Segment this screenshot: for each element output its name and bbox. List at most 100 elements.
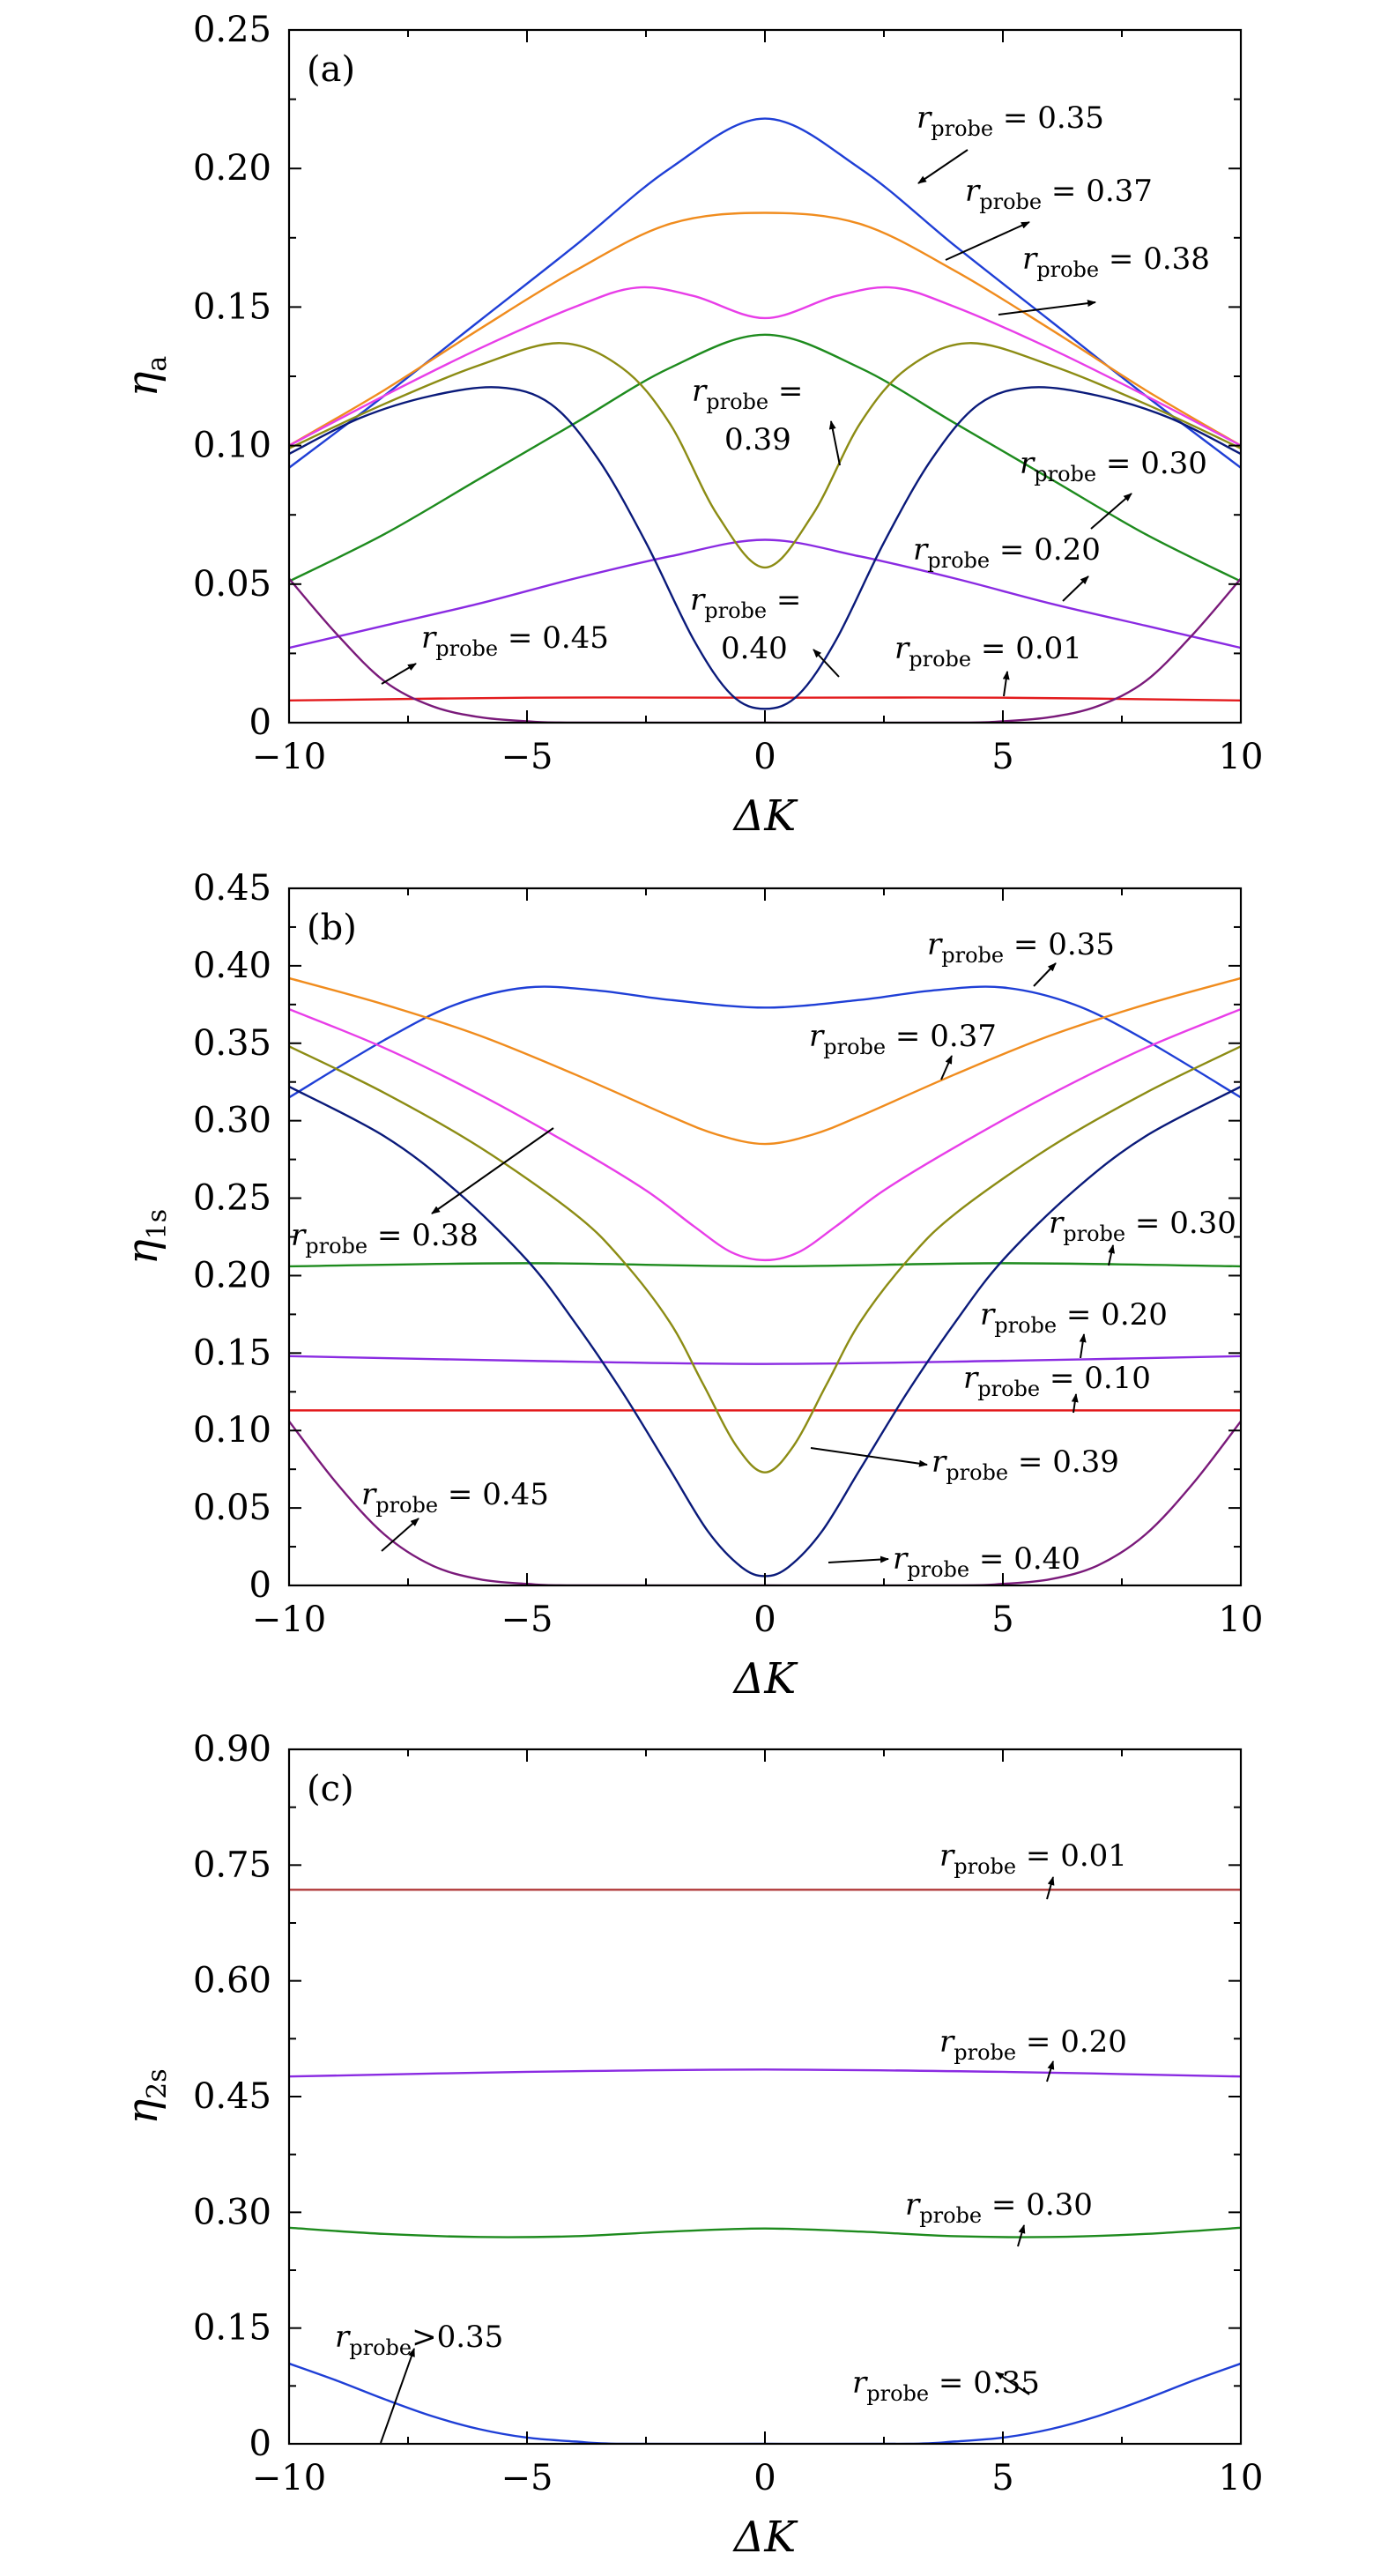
annotation-subscript: probe <box>706 390 768 414</box>
annotation-symbol: r <box>1022 241 1038 277</box>
annotation: rprobe = 0.38 <box>291 1127 554 1258</box>
annotation-value: = 0.20 <box>1057 1297 1168 1333</box>
annotation-label: rprobe = 0.40 <box>893 1541 1080 1582</box>
annotation-label: rprobe = 0.20 <box>913 532 1101 573</box>
y-tick-label: 0.75 <box>193 1845 271 1885</box>
annotation-symbol: r <box>932 1444 947 1480</box>
x-axis-title: ΔK <box>732 1654 799 1704</box>
y-tick-label: 0.30 <box>193 2192 271 2232</box>
annotation-arrow <box>1046 1876 1055 1900</box>
annotation-arrow <box>1071 1393 1079 1414</box>
series-line-r0-01 <box>289 696 1241 702</box>
annotation-subscript: probe <box>954 1854 1016 1879</box>
y-tick-label: 0.20 <box>193 148 271 189</box>
y-tick-label: 0.15 <box>193 2308 271 2349</box>
x-tick-label: 10 <box>1219 2458 1264 2498</box>
annotation-symbol: r <box>939 1838 955 1874</box>
y-tick-label: 0.45 <box>193 2076 271 2117</box>
x-tick-label: −5 <box>501 2458 553 2498</box>
y-tick-label: 0 <box>249 2424 271 2464</box>
panel-label: (c) <box>307 1769 354 1809</box>
annotation-arrow <box>813 649 840 678</box>
y-tick-label: 0.15 <box>193 286 271 327</box>
annotation-symbol: r <box>894 631 910 666</box>
annotation: rprobe = 0.35 <box>927 927 1115 987</box>
annotation-subscript: probe <box>919 2203 982 2228</box>
annotation-subscript: probe <box>946 1460 1008 1485</box>
series-line-r0-20 <box>289 1355 1241 1365</box>
annotation-value: = 0.39 <box>1008 1444 1119 1480</box>
series-line-r0-45 <box>289 1420 1241 1585</box>
annotation-value: >0.35 <box>412 2320 503 2355</box>
y-axis-title-sub: a <box>142 356 173 372</box>
annotation-subscript: probe <box>909 647 971 672</box>
annotation-arrow <box>1046 2060 1055 2082</box>
annotation-subscript: probe <box>704 598 767 623</box>
annotation-subscript: probe <box>954 2040 1016 2065</box>
annotation-value: = 0.10 <box>1040 1361 1151 1396</box>
annotation-value: = 0.45 <box>498 620 609 656</box>
annotation: rprobe = 0.39 <box>692 374 841 466</box>
y-tick-label: 0.05 <box>193 564 271 605</box>
annotation-arrow <box>1090 493 1132 530</box>
x-axis-title: ΔK <box>732 2513 799 2562</box>
annotation-label: rprobe = 0.45 <box>361 1477 549 1518</box>
annotation-value: = 0.37 <box>886 1019 997 1054</box>
annotation-subscript: probe <box>435 636 498 661</box>
y-axis-title-sub: 1s <box>142 1209 173 1239</box>
series-group <box>289 1889 1241 2444</box>
annotation-symbol: r <box>335 2320 351 2355</box>
annotation: rprobe = 0.01 <box>939 1838 1127 1900</box>
x-tick-label: 0 <box>753 737 776 777</box>
annotation: rprobe = 0.40 <box>828 1541 1080 1582</box>
annotation: rprobe = 0.45 <box>381 620 609 685</box>
annotation-symbol: r <box>893 1541 909 1577</box>
x-tick-label: 5 <box>991 2458 1013 2498</box>
annotation-label: rprobe = 0.45 <box>421 620 609 661</box>
annotation-label: rprobe = 0.20 <box>980 1297 1168 1338</box>
annotation-symbol: r <box>291 1218 307 1253</box>
annotation-subscript: probe <box>994 1313 1057 1338</box>
annotation-value: = 0.20 <box>990 532 1101 568</box>
x-tick-label: −10 <box>252 2458 326 2498</box>
annotation-symbol: r <box>939 2024 955 2060</box>
annotation-arrow <box>1002 671 1010 697</box>
annotation-label: rprobe = 0.30 <box>1049 1206 1236 1246</box>
annotation: rprobe = 0.30 <box>905 2187 1093 2247</box>
y-axis-title: η2s <box>118 2068 173 2124</box>
annotation: rprobe = 0.20 <box>980 1297 1168 1359</box>
series-line-r0-35 <box>289 117 1241 469</box>
annotation-label: rprobe = 0.37 <box>809 1019 997 1059</box>
annotation-symbol: r <box>1049 1206 1065 1241</box>
y-tick-label: 0.25 <box>193 10 271 50</box>
annotation-subscript: probe <box>1034 462 1096 486</box>
annotation-arrow <box>945 221 1030 261</box>
annotation-label: rprobe = 0.35 <box>917 100 1104 141</box>
series-line-r0-37 <box>289 976 1241 1146</box>
annotation-value: = 0.38 <box>1099 241 1210 277</box>
annotation-arrow <box>940 1055 953 1080</box>
panel-label: (b) <box>307 908 357 948</box>
series-line-r0-30 <box>289 1262 1241 1268</box>
y-axis-title: ηa <box>118 356 173 397</box>
annotation-arrow <box>431 1127 554 1214</box>
annotation-value: = 0.35 <box>993 100 1104 136</box>
y-tick-label: 0.10 <box>193 426 271 466</box>
annotation: rprobe>0.35 <box>335 2320 503 2444</box>
y-tick-label: 0 <box>249 702 271 743</box>
annotation: rprobe = 0.45 <box>361 1477 549 1552</box>
x-tick-label: −5 <box>501 737 553 777</box>
series-line-r0-20 <box>289 538 1241 650</box>
annotation-arrow <box>828 1555 889 1563</box>
annotation: rprobe = 0.38 <box>998 241 1210 316</box>
series-line-r0-30 <box>289 2226 1241 2238</box>
annotation-label: rprobe = 0.01 <box>894 631 1082 672</box>
annotation: rprobe = 0.10 <box>963 1361 1151 1414</box>
annotation-label: rprobe = 0.38 <box>1022 241 1210 282</box>
annotation-subscript: probe <box>1063 1221 1125 1246</box>
series-line-r0-38 <box>289 1007 1241 1262</box>
annotation-value: = 0.35 <box>929 2365 1040 2401</box>
annotation-subscript: probe <box>907 1557 969 1582</box>
y-tick-label: 0.35 <box>193 1023 271 1064</box>
x-tick-label: 10 <box>1219 737 1264 777</box>
